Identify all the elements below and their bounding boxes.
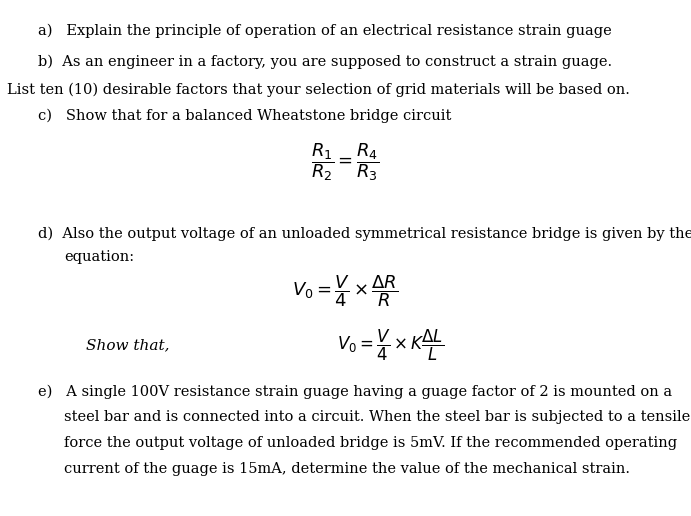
Text: a)   Explain the principle of operation of an electrical resistance strain guage: a) Explain the principle of operation of… — [38, 23, 612, 38]
Text: d)  Also the output voltage of an unloaded symmetrical resistance bridge is give: d) Also the output voltage of an unloade… — [38, 227, 691, 241]
Text: equation:: equation: — [64, 250, 134, 264]
Text: steel bar and is connected into a circuit. When the steel bar is subjected to a : steel bar and is connected into a circui… — [64, 410, 690, 424]
Text: c)   Show that for a balanced Wheatstone bridge circuit: c) Show that for a balanced Wheatstone b… — [38, 108, 451, 123]
Text: b)  As an engineer in a factory, you are supposed to construct a strain guage.: b) As an engineer in a factory, you are … — [38, 54, 612, 69]
Text: Show that,: Show that, — [86, 338, 169, 353]
Text: $\dfrac{R_1}{R_2} = \dfrac{R_4}{R_3}$: $\dfrac{R_1}{R_2} = \dfrac{R_4}{R_3}$ — [312, 142, 379, 183]
Text: current of the guage is 15mA, determine the value of the mechanical strain.: current of the guage is 15mA, determine … — [64, 462, 630, 476]
Text: force the output voltage of unloaded bridge is 5mV. If the recommended operating: force the output voltage of unloaded bri… — [64, 436, 677, 450]
Text: e)   A single 100V resistance strain guage having a guage factor of 2 is mounted: e) A single 100V resistance strain guage… — [38, 384, 672, 399]
Text: List ten (10) desirable factors that your selection of grid materials will be ba: List ten (10) desirable factors that you… — [7, 83, 630, 97]
Text: $V_0 = \dfrac{V}{4} \times \dfrac{\Delta R}{R}$: $V_0 = \dfrac{V}{4} \times \dfrac{\Delta… — [292, 273, 399, 310]
Text: $V_0 = \dfrac{V}{4} \times K\dfrac{\Delta L}{L}$: $V_0 = \dfrac{V}{4} \times K\dfrac{\Delt… — [337, 328, 444, 363]
